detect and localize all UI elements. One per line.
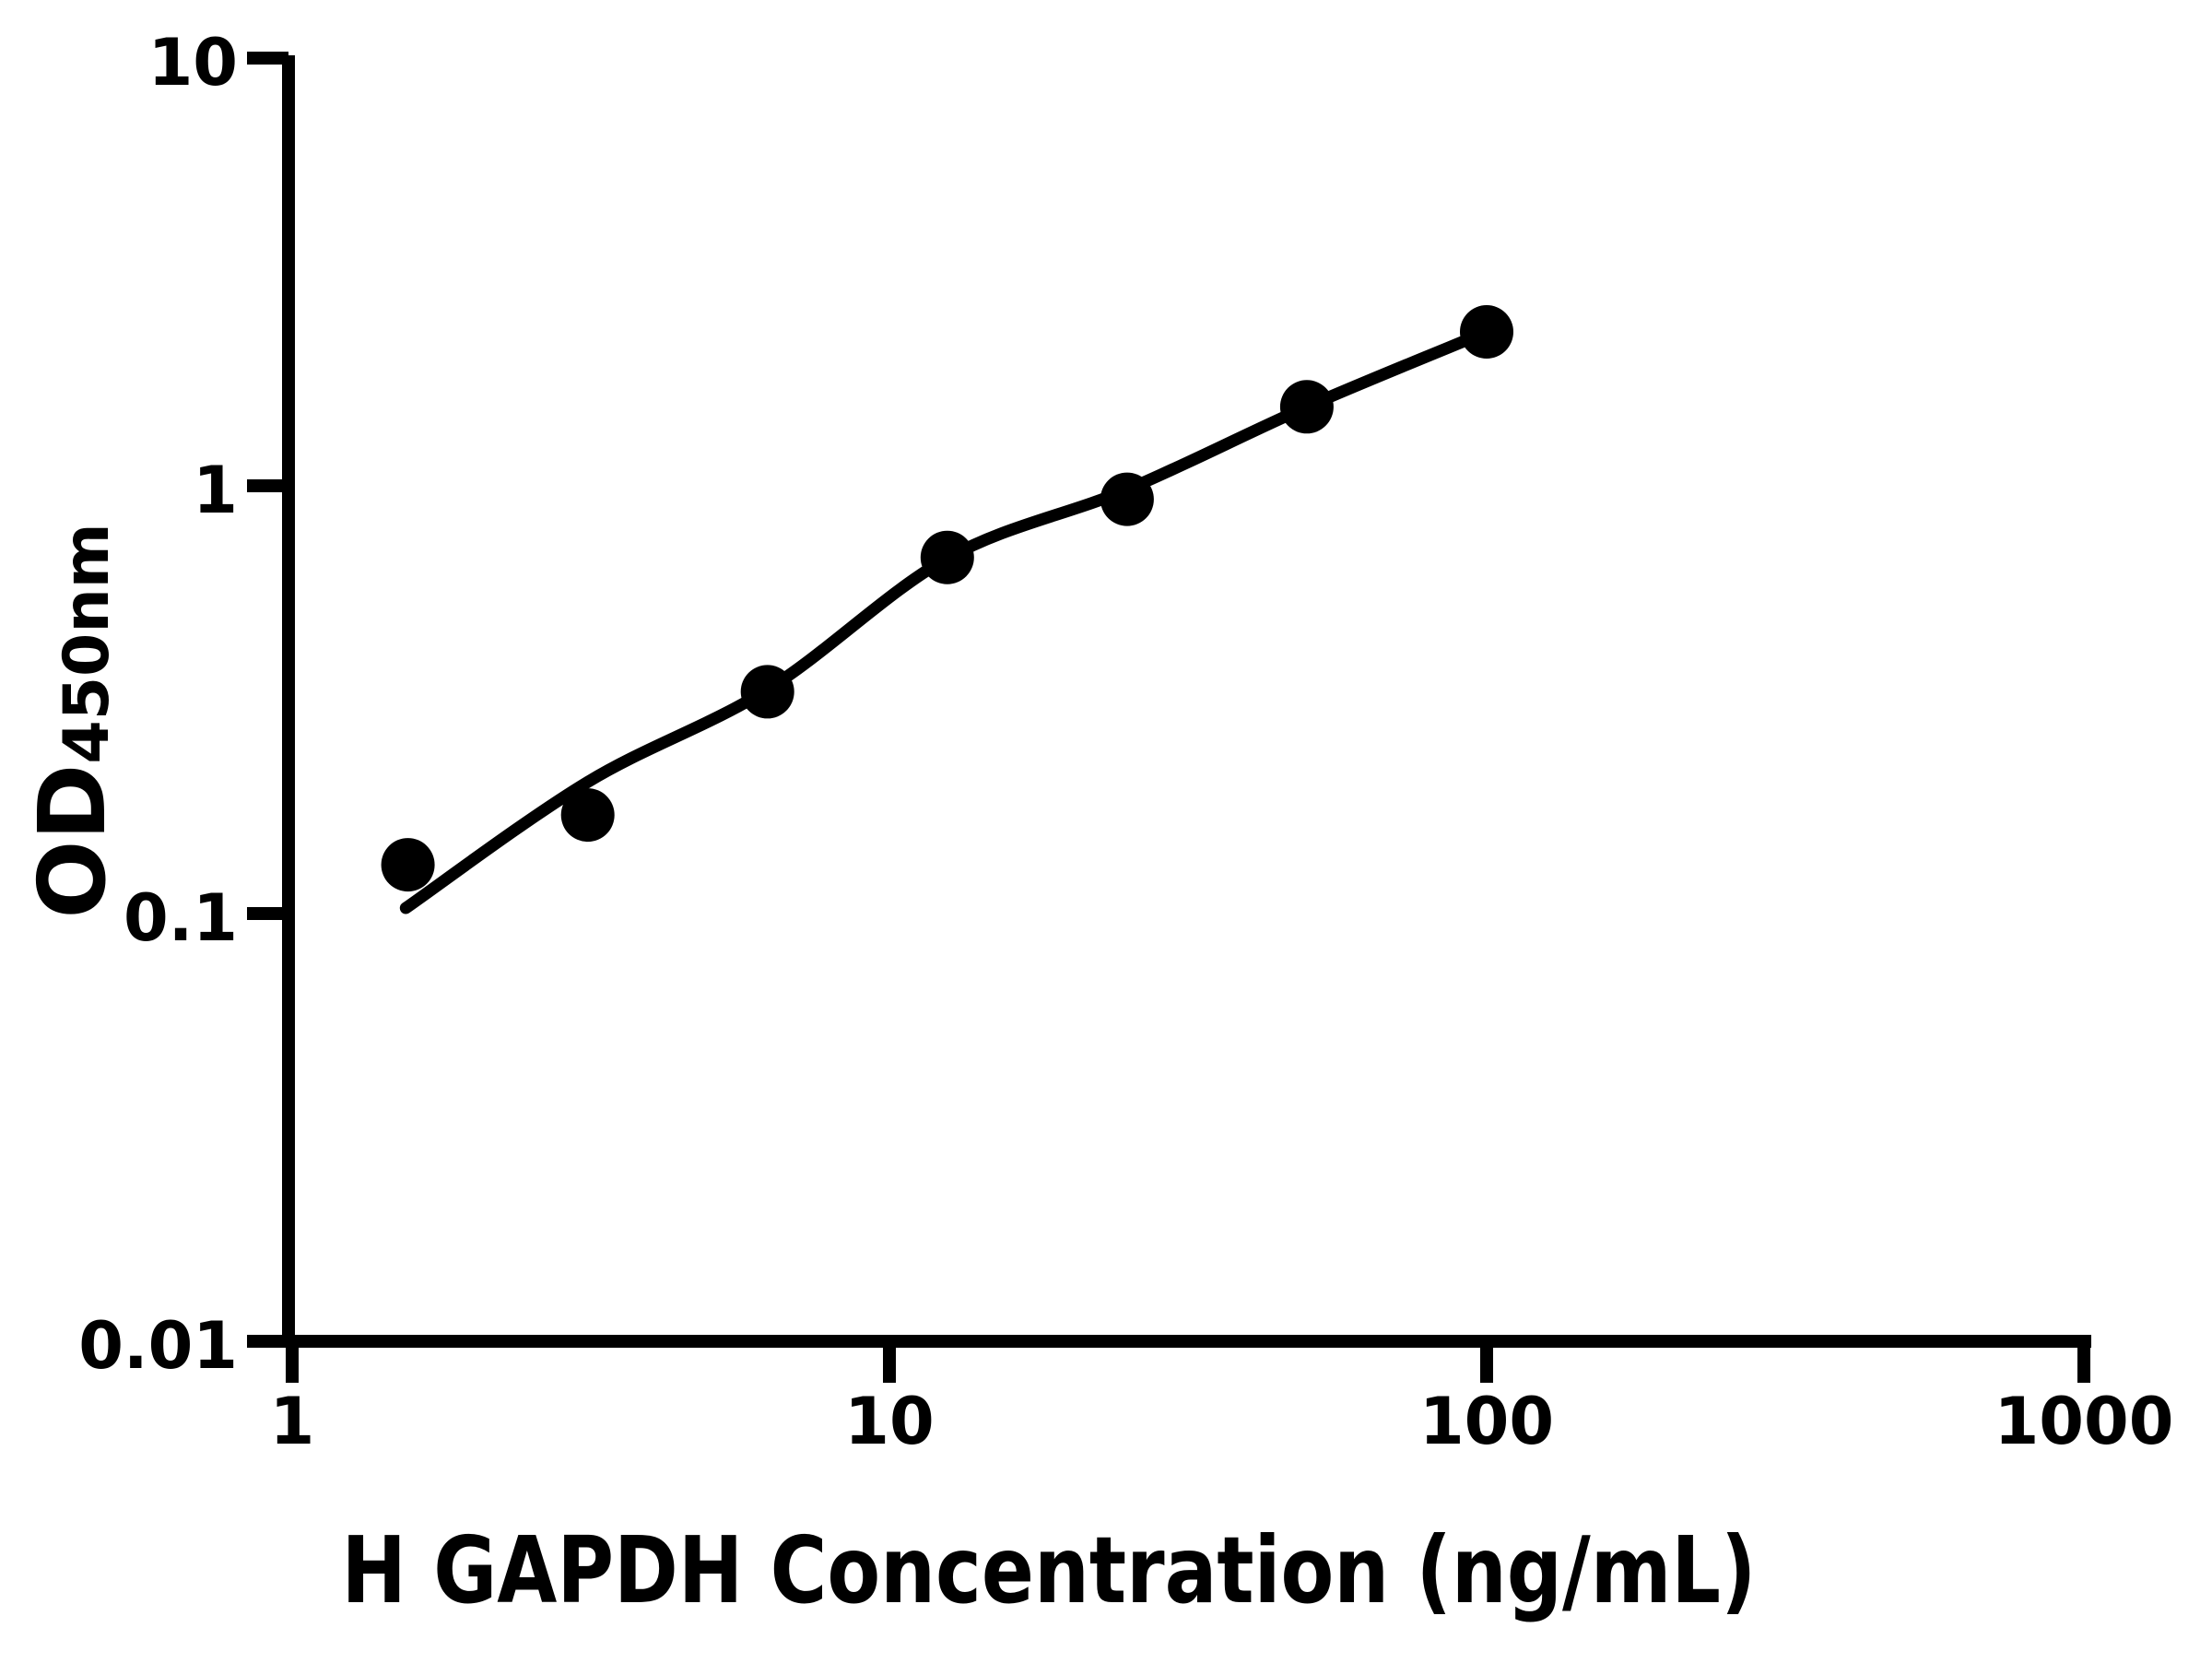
x-axis-title: H GAPDH Concentration (ng/mL): [342, 1516, 1757, 1624]
y-tick-label: 10: [148, 25, 238, 100]
y-axis-title-main: OD: [18, 763, 126, 919]
x-tick-label: 10: [844, 1384, 934, 1459]
y-axis-title-sub: 450nm: [51, 523, 124, 764]
y-tick-label: 0.1: [124, 880, 238, 956]
data-point: [1279, 380, 1334, 434]
y-tick-label: 0.01: [78, 1308, 238, 1384]
x-tick-label: 1: [270, 1384, 315, 1459]
y-axis-title: OD450nm: [18, 523, 126, 918]
data-point: [920, 530, 974, 584]
x-axis-tick-labels: 1 10 100 1000: [270, 1384, 2174, 1459]
x-axis-ticks: [286, 1341, 2090, 1383]
y-axis-ticks: [247, 52, 288, 1348]
data-point: [1100, 472, 1154, 526]
axes: [282, 55, 2091, 1348]
data-points: [381, 305, 1513, 892]
x-tick-label: 100: [1419, 1384, 1554, 1459]
data-point: [381, 838, 435, 892]
data-point: [560, 788, 615, 843]
y-axis-tick-labels: 10 1 0.1 0.01: [78, 25, 238, 1384]
data-point: [740, 665, 794, 719]
y-tick-label: 1: [193, 453, 238, 528]
x-tick-label: 1000: [1994, 1384, 2174, 1459]
data-point: [1460, 305, 1513, 359]
